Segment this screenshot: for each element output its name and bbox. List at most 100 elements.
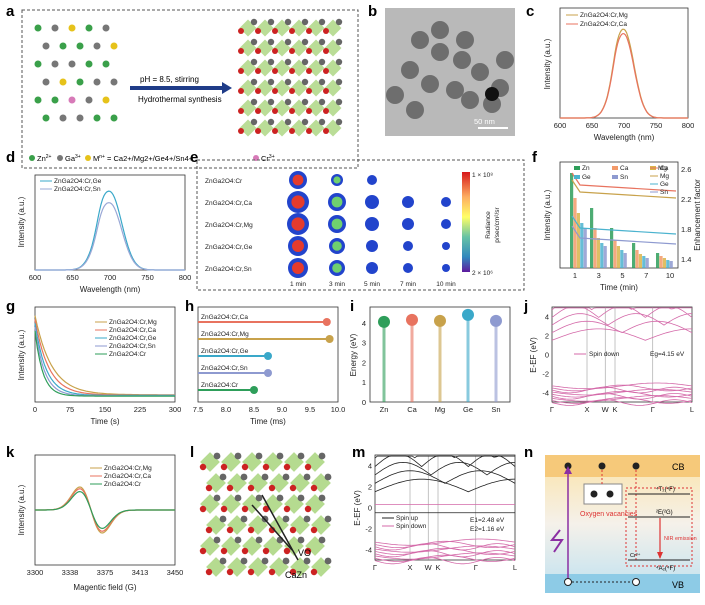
panel-label-i: i <box>350 298 354 315</box>
valence-band <box>551 397 693 404</box>
enhancement-line <box>571 225 677 245</box>
ion-dot <box>34 24 42 32</box>
k-point-label: K <box>435 563 440 572</box>
colorbar <box>462 172 470 272</box>
n-diagram <box>549 462 693 586</box>
f-y2ticks: 1.4 1.8 2.2 2.6 <box>681 165 691 264</box>
bar <box>576 213 580 268</box>
ion-dot <box>93 42 101 50</box>
oxygen-atom <box>255 128 261 134</box>
legend-label: Sn <box>660 189 668 196</box>
vb-band <box>545 574 700 593</box>
particle <box>431 21 449 39</box>
glow-outer <box>367 175 377 185</box>
y-tick-label: 0 <box>362 398 366 407</box>
legend-label: ZnGa2O4:Cr,Ca <box>109 327 156 334</box>
ga-atom <box>301 18 309 26</box>
y2-tick-label: 1.8 <box>681 225 691 234</box>
cbar-top: 1 × 10⁸ <box>472 172 493 179</box>
oxygen-atom <box>238 28 244 34</box>
lollipop-dot <box>250 386 258 394</box>
lollipop-dot <box>264 369 272 377</box>
conduction-band <box>551 313 693 326</box>
l-crystal <box>199 452 332 577</box>
x-tick-label: Zn <box>380 405 389 414</box>
f-xticks: 1 3 5 7 10 <box>573 271 674 280</box>
particle <box>386 86 404 104</box>
x-tick-label: 3300 <box>27 568 44 577</box>
x-tick-label: 5 <box>620 271 624 280</box>
ga-atom <box>284 58 292 66</box>
glow-outer <box>441 219 451 229</box>
valence-band <box>551 391 693 398</box>
ion-dot <box>110 114 118 122</box>
h-xticks: 7.5 8.0 8.5 9.0 9.5 10.0 <box>193 405 346 414</box>
valence-band <box>551 395 693 402</box>
c-xticks: 600 650 700 750 800 <box>554 121 695 130</box>
row-label: ZnGa2O4:Cr,Mg <box>205 222 253 229</box>
ion-dot <box>34 96 42 104</box>
ga-atom <box>297 494 305 502</box>
ga-atom <box>324 515 332 523</box>
glow-core <box>332 263 342 273</box>
legend-label: Sn <box>620 174 628 181</box>
ion-dot <box>68 24 76 32</box>
x-tick-label: 8.0 <box>221 405 231 414</box>
ca-label: CaZn <box>285 570 307 580</box>
ga-atom <box>324 557 332 565</box>
m-e1: E1=2.48 eV <box>470 517 505 524</box>
ga-atom <box>301 78 309 86</box>
oxygen-atom <box>247 568 255 576</box>
x-tick-label: 650 <box>66 273 79 282</box>
valence-band <box>374 538 516 546</box>
panel-a-frame <box>21 9 359 169</box>
series-line-ca <box>560 33 688 119</box>
oxygen-atom <box>323 88 329 94</box>
oxygen-atom <box>272 88 278 94</box>
panel-label-n: n <box>524 444 533 461</box>
y-tick-label: 4 <box>368 462 372 471</box>
series-line-sn <box>35 202 185 271</box>
bar <box>669 261 673 268</box>
bar <box>632 243 636 268</box>
x-tick-label: 750 <box>650 121 663 130</box>
svg-text:Cr3+: Cr3+ <box>261 154 275 163</box>
glow-core <box>291 217 305 231</box>
panel-label-g: g <box>6 298 15 315</box>
bar <box>573 198 577 268</box>
a2-label: ⁴A₂(⁴F) <box>656 565 675 572</box>
nir-label: NIR emission <box>664 536 697 542</box>
cbar-bottom: 2 × 10⁶ <box>472 270 493 277</box>
ion-dot <box>51 60 59 68</box>
valence-band <box>551 393 693 400</box>
legend-label: Zn <box>582 165 590 172</box>
oxygen-atom <box>323 28 329 34</box>
ga-atom <box>240 473 248 481</box>
ion-dot <box>85 24 93 32</box>
bar <box>596 238 600 268</box>
ga-atom <box>219 473 227 481</box>
legend-label: Ge <box>660 181 669 188</box>
ga-atom <box>335 98 343 106</box>
scalebar-label: 50 nm <box>474 117 495 126</box>
glow-outer <box>366 262 378 274</box>
conduction-band <box>551 328 692 341</box>
oxygen-atom <box>323 128 329 134</box>
ga-atom <box>267 58 275 66</box>
bar <box>662 258 666 268</box>
oxygen-atom <box>289 68 295 74</box>
legend-label: Ca <box>660 165 669 172</box>
x-tick-label: 0 <box>33 405 37 414</box>
oxygen-atom <box>262 505 270 513</box>
ion-dot <box>85 60 93 68</box>
oxygen-atom <box>220 463 228 471</box>
y-tick-label: 0 <box>368 504 372 513</box>
particle <box>453 51 471 69</box>
oxygen-atom <box>238 68 244 74</box>
oxygen-atom <box>226 568 234 576</box>
legend-swatch <box>612 166 618 170</box>
valence-band <box>374 545 516 553</box>
ion-legend: Zn2+ Ga3+ Mn+ = Ca2+/Mg2+/Ge4+/Sn4+ Cr3+ <box>29 154 275 163</box>
bar <box>645 258 649 268</box>
